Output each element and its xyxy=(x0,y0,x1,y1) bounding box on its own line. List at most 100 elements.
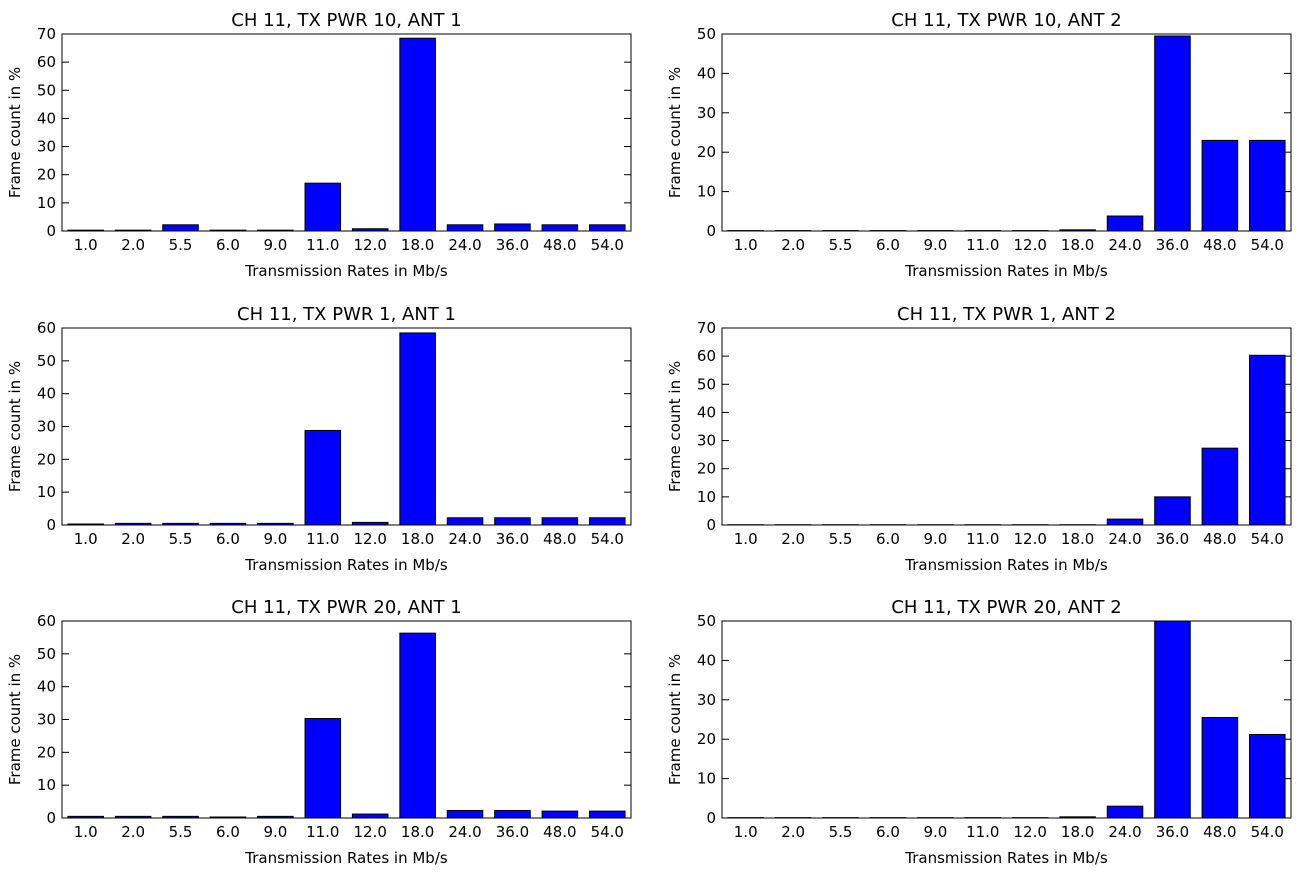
x-tick-label: 12.0 xyxy=(354,236,387,254)
x-tick-label: 36.0 xyxy=(1156,530,1189,548)
bar-12.0 xyxy=(351,813,389,819)
x-tick-label: 12.0 xyxy=(354,823,387,841)
bar-24.0 xyxy=(1106,518,1144,526)
x-tick-label: 48.0 xyxy=(543,236,576,254)
x-tick-label: 24.0 xyxy=(448,236,481,254)
x-tick-label: 18.0 xyxy=(401,236,434,254)
y-tick-label: 30 xyxy=(697,104,716,122)
bar-18.0 xyxy=(399,37,436,232)
x-tick-label: 6.0 xyxy=(876,823,900,841)
y-tick-label: 60 xyxy=(697,347,716,365)
bar-48.0 xyxy=(541,224,579,232)
x-tick-label: 1.0 xyxy=(74,823,98,841)
x-tick-label: 9.0 xyxy=(923,823,947,841)
bar-24.0 xyxy=(1106,805,1144,819)
y-tick-label: 20 xyxy=(37,166,56,184)
y-tick-label: 60 xyxy=(37,53,56,71)
x-tick-label: 11.0 xyxy=(966,823,999,841)
y-tick-label: 0 xyxy=(706,809,716,827)
bar-54.0 xyxy=(1249,733,1286,819)
x-tick-label: 6.0 xyxy=(876,530,900,548)
bar-54.0 xyxy=(589,517,626,526)
y-tick-label: 10 xyxy=(697,488,716,506)
y-tick-label: 10 xyxy=(697,770,716,788)
x-tick-label: 24.0 xyxy=(448,823,481,841)
chart-panel-4: 0 10 20 30 40 50 60 70 1.0 2.0 5.5 6.0 9.0 11.0 12.0 18… xyxy=(666,304,1292,574)
x-tick-label: 12.0 xyxy=(1014,236,1047,254)
chart-title: CH 11, TX PWR 1, ANT 1 xyxy=(237,304,456,325)
x-tick-label: 2.0 xyxy=(121,530,145,548)
x-tick-label: 6.0 xyxy=(216,530,240,548)
bar-24.0 xyxy=(446,517,484,526)
y-tick-label: 20 xyxy=(37,450,56,468)
x-tick-label: 48.0 xyxy=(1203,823,1236,841)
x-tick-label: 6.0 xyxy=(216,823,240,841)
x-tick-label: 12.0 xyxy=(1014,823,1047,841)
y-tick-label: 0 xyxy=(706,222,716,240)
plot-frame xyxy=(61,33,632,232)
x-tick-label: 54.0 xyxy=(591,236,624,254)
bar-11.0 xyxy=(304,718,342,819)
y-tick-label: 0 xyxy=(46,516,56,534)
y-tick-label: 10 xyxy=(37,776,56,794)
x-tick-label: 24.0 xyxy=(1108,236,1141,254)
x-tick-label: 1.0 xyxy=(74,236,98,254)
x-tick-label: 12.0 xyxy=(1014,530,1047,548)
x-tick-label: 11.0 xyxy=(306,236,339,254)
bar-24.0 xyxy=(1106,215,1144,232)
y-tick-label: 20 xyxy=(697,730,716,748)
x-tick-label: 5.5 xyxy=(829,530,853,548)
x-tick-label: 18.0 xyxy=(401,823,434,841)
bar-54.0 xyxy=(1249,354,1286,526)
x-tick-label: 5.5 xyxy=(829,823,853,841)
chart-panel-3: 0 10 20 30 40 50 60 1.0 2.0 5.5 6.0 9.0 11.0 12.0 18.0… xyxy=(6,304,632,574)
y-axis-label: Frame count in % xyxy=(6,654,24,785)
x-tick-label: 11.0 xyxy=(966,530,999,548)
y-tick-label: 50 xyxy=(697,375,716,393)
y-tick-label: 60 xyxy=(37,612,56,630)
x-tick-label: 54.0 xyxy=(591,823,624,841)
x-axis-label: Transmission Rates in Mb/s xyxy=(244,556,448,574)
x-tick-label: 1.0 xyxy=(734,236,758,254)
plot-frame xyxy=(61,327,632,526)
x-tick-label: 36.0 xyxy=(1156,236,1189,254)
plot-frame xyxy=(61,620,632,819)
y-tick-label: 40 xyxy=(697,403,716,421)
bar-48.0 xyxy=(541,810,579,819)
bar-11.0 xyxy=(304,429,342,526)
bar-36.0 xyxy=(1154,620,1191,819)
x-tick-label: 9.0 xyxy=(263,823,287,841)
x-tick-label: 6.0 xyxy=(876,236,900,254)
x-tick-label: 5.5 xyxy=(169,236,193,254)
bar-36.0 xyxy=(1154,496,1191,526)
bar-48.0 xyxy=(1201,447,1239,526)
x-tick-label: 54.0 xyxy=(1251,530,1284,548)
x-axis-label: Transmission Rates in Mb/s xyxy=(244,262,448,280)
chart-title: CH 11, TX PWR 20, ANT 2 xyxy=(891,597,1121,618)
x-tick-label: 18.0 xyxy=(1061,823,1094,841)
bar-48.0 xyxy=(1201,139,1239,232)
y-axis-label: Frame count in % xyxy=(6,361,24,492)
bar-54.0 xyxy=(1249,139,1286,232)
x-tick-label: 1.0 xyxy=(734,530,758,548)
bar-36.0 xyxy=(494,809,531,819)
bar-5.5 xyxy=(162,224,199,232)
y-tick-label: 50 xyxy=(37,645,56,663)
plot-frame xyxy=(721,620,1292,819)
x-tick-label: 1.0 xyxy=(74,530,98,548)
x-tick-label: 18.0 xyxy=(401,530,434,548)
x-tick-label: 9.0 xyxy=(263,236,287,254)
x-axis-label: Transmission Rates in Mb/s xyxy=(904,556,1108,574)
y-tick-label: 10 xyxy=(37,194,56,212)
y-tick-label: 30 xyxy=(697,432,716,450)
x-axis-label: Transmission Rates in Mb/s xyxy=(904,262,1108,280)
y-tick-label: 50 xyxy=(697,612,716,630)
x-tick-label: 2.0 xyxy=(121,236,145,254)
bar-48.0 xyxy=(541,517,579,526)
y-tick-label: 70 xyxy=(697,319,716,337)
x-tick-label: 36.0 xyxy=(496,823,529,841)
chart-title: CH 11, TX PWR 10, ANT 1 xyxy=(231,10,461,31)
bar-54.0 xyxy=(589,224,626,232)
x-tick-label: 24.0 xyxy=(448,530,481,548)
